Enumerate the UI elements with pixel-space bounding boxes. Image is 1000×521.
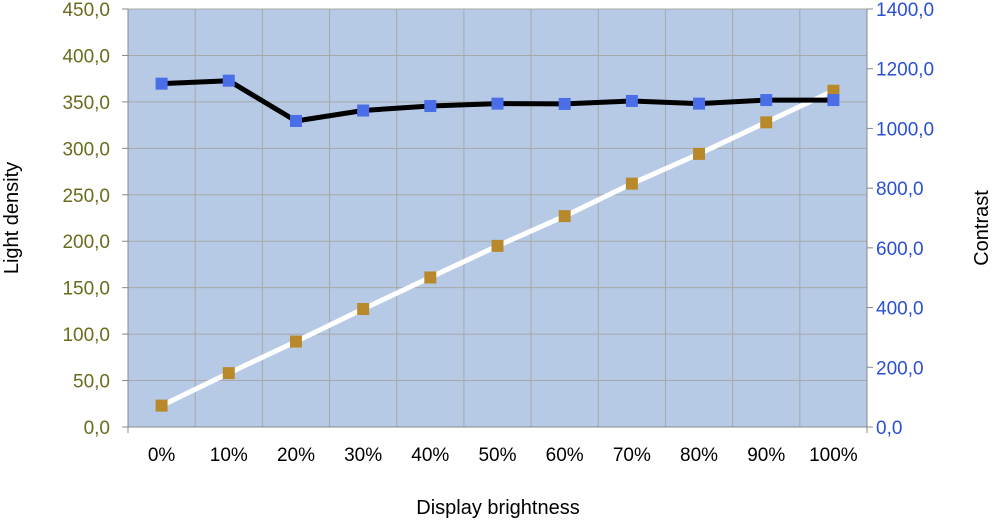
left-axis-ticks: 0,0 50,0 100,0 150,0 200,0 250,0 300,0 350,0 400… xyxy=(62,0,128,439)
x-axis-title: Display brightness xyxy=(416,497,579,519)
right-tick-label: 1200,0 xyxy=(876,60,934,81)
x-tick-label: 20% xyxy=(277,445,315,466)
series-marker xyxy=(357,303,370,316)
x-tick-label: 50% xyxy=(478,445,516,466)
series-marker xyxy=(491,239,504,252)
x-tick-label: 70% xyxy=(613,445,651,466)
series-marker xyxy=(625,177,638,190)
series-marker xyxy=(491,97,504,110)
left-tick-label: 0,0 xyxy=(84,418,110,439)
x-tick-label: 10% xyxy=(210,445,248,466)
right-tick-label: 0,0 xyxy=(876,418,902,439)
series-marker xyxy=(424,100,437,113)
right-tick-label: 1400,0 xyxy=(876,0,934,21)
right-tick-label: 800,0 xyxy=(876,179,924,200)
left-axis-title: Light density xyxy=(1,162,23,274)
left-tick-label: 150,0 xyxy=(62,279,110,300)
x-axis-ticks: 0% 10% 20% 30% 40% 50% 60% 70% 80% 90% 100% xyxy=(148,445,858,466)
series-marker xyxy=(625,94,638,107)
series-marker xyxy=(222,367,235,380)
series-2 xyxy=(155,74,840,127)
x-tick-label: 0% xyxy=(148,445,176,466)
series-marker xyxy=(357,104,370,117)
series-marker xyxy=(760,94,773,107)
series-marker xyxy=(289,114,302,127)
series-marker xyxy=(558,97,571,110)
series-layer xyxy=(155,74,840,412)
grid-lines xyxy=(122,8,873,433)
series-marker xyxy=(155,399,168,412)
series-marker xyxy=(424,271,437,284)
left-tick-label: 450,0 xyxy=(62,0,110,21)
series-marker xyxy=(155,77,168,90)
series-marker xyxy=(289,335,302,348)
series-marker xyxy=(827,94,840,107)
x-tick-label: 40% xyxy=(411,445,449,466)
series-marker xyxy=(693,97,706,110)
series-marker xyxy=(827,84,840,97)
left-tick-label: 200,0 xyxy=(62,232,110,253)
right-tick-label: 400,0 xyxy=(876,299,924,320)
x-tick-label: 90% xyxy=(747,445,785,466)
x-tick-label: 100% xyxy=(809,445,858,466)
right-tick-label: 200,0 xyxy=(876,358,924,379)
series-1 xyxy=(155,84,840,412)
series-marker xyxy=(222,74,235,87)
left-tick-label: 250,0 xyxy=(62,186,110,207)
left-tick-label: 400,0 xyxy=(62,46,110,67)
x-tick-label: 60% xyxy=(546,445,584,466)
right-tick-label: 1000,0 xyxy=(876,119,934,140)
right-tick-label: 600,0 xyxy=(876,239,924,260)
right-axis-ticks: 0,0 200,0 400,0 600,0 800,0 1000,0 1200,0 1400,… xyxy=(867,0,934,439)
right-axis-title: Contrast xyxy=(971,190,993,266)
left-tick-label: 50,0 xyxy=(73,372,110,393)
x-tick-label: 30% xyxy=(344,445,382,466)
left-tick-label: 350,0 xyxy=(62,93,110,114)
series-marker xyxy=(760,116,773,129)
x-tick-label: 80% xyxy=(680,445,718,466)
series-marker xyxy=(693,147,706,160)
series-marker xyxy=(558,210,571,223)
plot-area xyxy=(127,8,868,428)
left-tick-label: 300,0 xyxy=(62,139,110,160)
left-tick-label: 100,0 xyxy=(62,325,110,346)
